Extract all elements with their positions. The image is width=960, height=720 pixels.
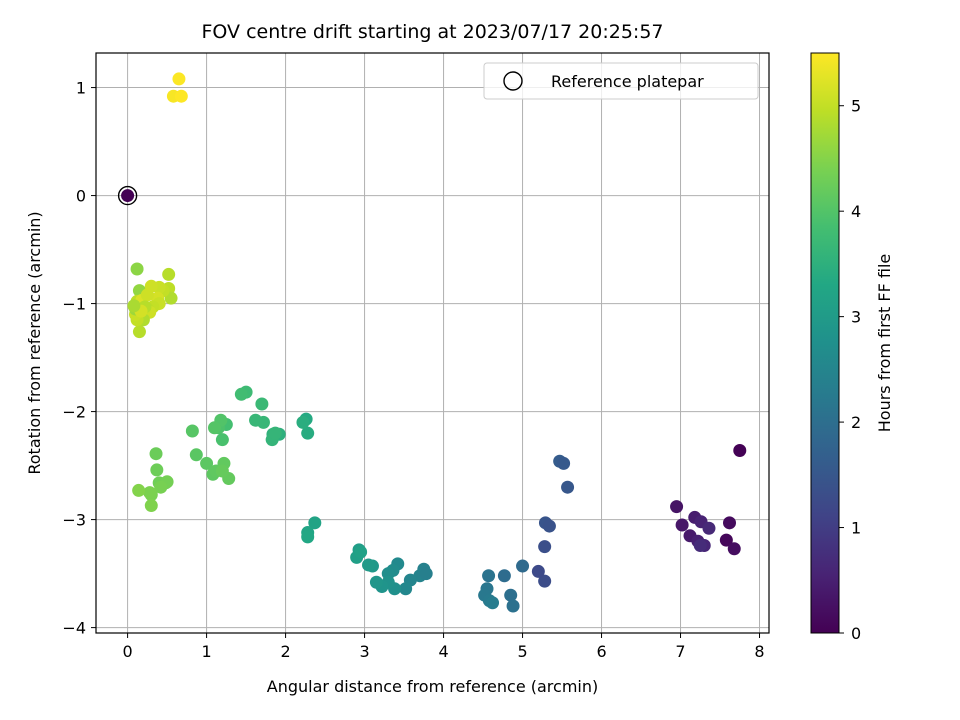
data-point [557,456,571,470]
data-point [702,521,716,535]
colorbar-tick-label: 1 [851,519,861,538]
data-point [149,447,163,461]
y-axis-ticks: −4 −3 −2 −1 0 1 [62,79,96,638]
data-point [172,72,186,86]
data-point [200,456,214,470]
data-point [561,480,575,494]
data-point [132,483,146,497]
y-axis-label: Rotation from reference (arcmin) [25,211,44,474]
data-point [723,516,737,530]
data-point [506,599,520,613]
colorbar-ticks: 0 1 2 3 4 5 [839,97,861,643]
colorbar-tick-label: 4 [851,202,861,221]
data-point [497,569,511,583]
x-tick-label: 5 [517,642,527,661]
legend-label-reference: Reference platepar [551,72,704,91]
data-point [162,267,176,281]
data-point [301,530,315,544]
data-point [399,582,413,596]
data-point [308,516,322,530]
data-point [538,540,552,554]
data-point [486,596,500,610]
x-tick-label: 3 [359,642,369,661]
x-tick-label: 2 [280,642,290,661]
y-tick-label: −2 [62,403,86,422]
data-point [140,288,154,302]
legend: Reference platepar [483,62,759,100]
data-point [516,559,530,573]
data-point [369,575,383,589]
y-tick-label: −4 [62,619,86,638]
data-point [234,387,248,401]
data-point [670,500,684,514]
reference-marker [117,185,138,206]
y-tick-label: −3 [62,511,86,530]
data-point [121,189,135,203]
data-point [504,588,518,602]
data-point [249,413,263,427]
data-point [419,567,433,581]
x-tick-label: 7 [675,642,685,661]
y-tick-label: 1 [76,79,86,98]
x-tick-label: 0 [123,642,133,661]
legend-box [483,62,759,100]
data-point [215,433,229,447]
data-point [268,426,282,440]
data-point [174,89,188,103]
x-tick-label: 8 [754,642,764,661]
data-point [733,443,747,457]
data-point [675,518,689,532]
data-point [354,545,368,559]
data-point [189,448,203,462]
colorbar-tick-label: 3 [851,308,861,327]
data-point [727,542,741,556]
data-point [215,464,229,478]
colorbar-tick-label: 2 [851,413,861,432]
data-point [301,426,315,440]
plot-frame [95,52,770,634]
chart-title: FOV centre drift starting at 2023/07/17 … [201,21,663,43]
data-point [207,421,221,435]
x-tick-label: 4 [438,642,448,661]
x-tick-label: 6 [596,642,606,661]
colorbar-tick-label: 5 [851,97,861,116]
y-tick-label: 0 [76,187,86,206]
x-tick-label: 1 [201,642,211,661]
colorbar [810,52,840,634]
data-point [482,569,496,583]
y-tick-label: −1 [62,295,86,314]
data-points [117,72,747,613]
data-point [130,262,144,276]
data-point [296,415,310,429]
data-point [150,463,164,477]
data-point [127,299,141,313]
legend-marker-reference [503,71,523,91]
data-point [185,424,199,438]
data-point [538,574,552,588]
data-point [143,486,157,500]
data-point [255,397,269,411]
x-axis-ticks: 0 1 2 3 4 5 6 7 8 [123,633,765,661]
colorbar-tick-label: 0 [851,624,861,643]
data-point [719,533,733,547]
colorbar-label: Hours from first FF file [875,254,894,433]
data-point [362,558,376,572]
data-point [542,519,556,533]
data-point [132,325,146,339]
data-point [144,499,158,513]
data-point [154,480,168,494]
data-point [531,564,545,578]
data-point [693,539,707,553]
x-axis-label: Angular distance from reference (arcmin) [267,677,598,696]
grid [96,53,769,633]
